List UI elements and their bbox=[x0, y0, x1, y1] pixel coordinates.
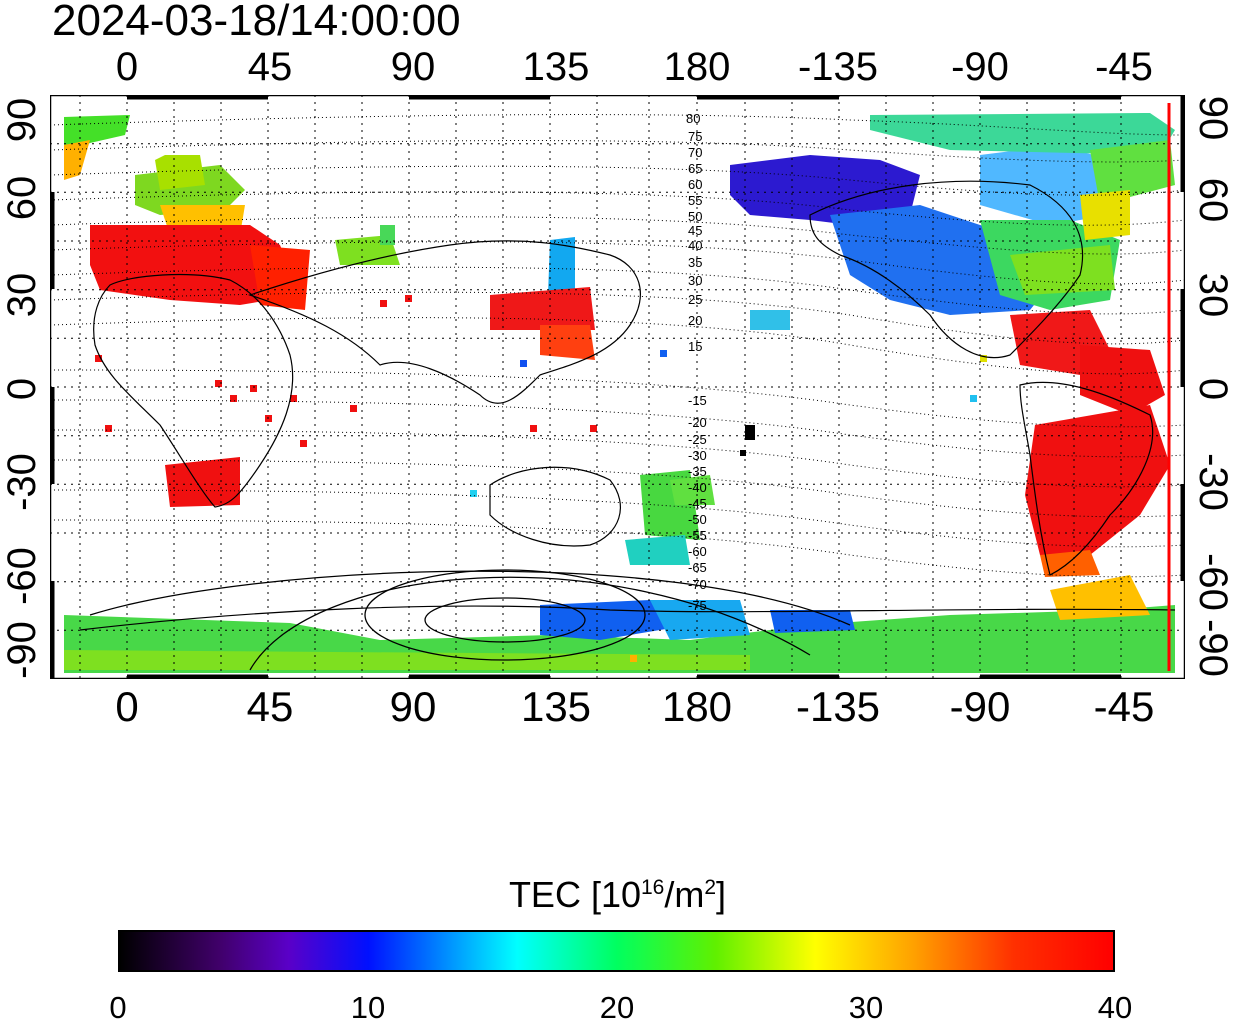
right-lat-tick: 90 bbox=[1191, 95, 1235, 141]
contour-labels-south: -15 -20 -25 -30 -35 -40 -45 -50 -55 -60 … bbox=[688, 393, 707, 613]
right-lat-tick: -90 bbox=[1191, 619, 1235, 677]
contour-label: 60 bbox=[688, 177, 702, 192]
contour-label: -60 bbox=[688, 544, 707, 559]
bottom-lon-tick: 45 bbox=[246, 683, 294, 730]
contour-label: 20 bbox=[688, 313, 702, 328]
right-lat-tick: -30 bbox=[1191, 453, 1235, 511]
contour-labels-north: 80 75 70 65 60 55 50 45 40 35 30 25 20 1… bbox=[686, 111, 702, 354]
right-lat-tick: 60 bbox=[1191, 177, 1235, 223]
contour-label: -25 bbox=[688, 432, 707, 447]
map-border bbox=[50, 95, 1185, 679]
left-lat-tick: 60 bbox=[0, 175, 44, 221]
contour-label: 40 bbox=[688, 238, 702, 253]
contour-label: -20 bbox=[688, 415, 707, 430]
contour-label: 65 bbox=[688, 161, 702, 176]
contour-label: 80 bbox=[686, 111, 700, 126]
contour-label: -55 bbox=[688, 528, 707, 543]
bottom-lon-tick: -135 bbox=[795, 683, 881, 730]
bottom-lon-tick: 180 bbox=[661, 683, 733, 730]
contour-label: -45 bbox=[688, 496, 707, 511]
contour-label: 45 bbox=[688, 223, 702, 238]
colorbar-title-exp1: 16 bbox=[640, 876, 665, 899]
colorbar-title-mid: /m bbox=[664, 874, 705, 915]
right-lat-tick: 0 bbox=[1191, 377, 1235, 401]
top-lon-tick: -90 bbox=[951, 45, 1009, 89]
bottom-lon-tick: -90 bbox=[949, 683, 1011, 730]
top-lon-tick: 180 bbox=[663, 45, 731, 89]
colorbar-title: TEC [1016/m2] bbox=[0, 866, 1235, 917]
colorbar-tick: 40 bbox=[1097, 990, 1133, 1025]
bottom-lon-tick: -45 bbox=[1093, 683, 1155, 730]
top-lon-tick: 0 bbox=[115, 45, 139, 89]
axis-tick-bars bbox=[50, 95, 1185, 679]
contour-label: -70 bbox=[688, 577, 707, 592]
contour-label: -30 bbox=[688, 448, 707, 463]
right-lat-tick: -60 bbox=[1191, 553, 1235, 611]
right-lat-tick: 30 bbox=[1191, 272, 1235, 318]
colorbar-title-exp2: 2 bbox=[704, 876, 717, 899]
colorbar-title-prefix: TEC [10 bbox=[508, 874, 641, 915]
left-lat-tick: 0 bbox=[0, 377, 44, 401]
magnetic-latitude-contours bbox=[50, 114, 1185, 578]
top-lon-tick: -45 bbox=[1095, 45, 1153, 89]
top-lon-tick: 90 bbox=[390, 45, 436, 89]
colorbar-tick: 10 bbox=[350, 990, 386, 1025]
contour-label: -75 bbox=[688, 598, 707, 613]
left-lat-tick: 90 bbox=[0, 97, 44, 143]
contour-label: 75 bbox=[688, 129, 702, 144]
colorbar-tick: 30 bbox=[848, 990, 884, 1025]
contour-label: -50 bbox=[688, 512, 707, 527]
top-lon-tick: 45 bbox=[247, 45, 293, 89]
contour-label: 70 bbox=[688, 145, 702, 160]
contour-label: -35 bbox=[688, 464, 707, 479]
bottom-lon-tick: 90 bbox=[389, 683, 437, 730]
tec-data-patches bbox=[64, 113, 1175, 673]
left-lat-tick: 30 bbox=[0, 272, 44, 318]
bottom-lon-tick: 0 bbox=[115, 683, 139, 730]
left-lat-tick: -60 bbox=[0, 547, 44, 605]
contour-label: 25 bbox=[688, 292, 702, 307]
top-lon-tick: 135 bbox=[522, 45, 590, 89]
contour-label: 30 bbox=[688, 273, 702, 288]
top-lon-tick: -135 bbox=[797, 45, 879, 89]
contour-label: 55 bbox=[688, 193, 702, 208]
left-lat-tick: -30 bbox=[0, 453, 44, 511]
colorbar-tick: 20 bbox=[599, 990, 635, 1025]
timestamp-title: 2024-03-18/14:00:00 bbox=[52, 0, 461, 45]
contour-label: 50 bbox=[688, 209, 702, 224]
contour-label: 15 bbox=[688, 339, 702, 354]
coastlines bbox=[79, 180, 1176, 631]
contour-label: -40 bbox=[688, 480, 707, 495]
tec-world-map: 80 75 70 65 60 55 50 45 40 35 30 25 20 1… bbox=[50, 95, 1185, 679]
bottom-lon-tick: 135 bbox=[520, 683, 592, 730]
graticule-grid bbox=[50, 95, 1185, 679]
contour-label: -15 bbox=[688, 393, 707, 408]
left-lat-tick: -90 bbox=[0, 621, 44, 679]
colorbar-title-suffix: ] bbox=[716, 874, 727, 915]
tec-colorbar bbox=[118, 930, 1115, 972]
colorbar-tick: 0 bbox=[109, 990, 127, 1025]
contour-label: 35 bbox=[688, 255, 702, 270]
contour-label: -65 bbox=[688, 560, 707, 575]
southern-auroral-contours bbox=[89, 569, 851, 671]
